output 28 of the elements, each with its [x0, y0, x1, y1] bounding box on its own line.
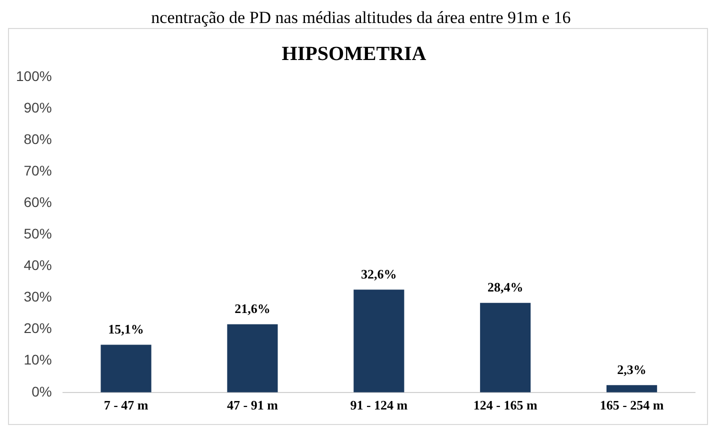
y-tick-label: 60% [24, 194, 52, 210]
y-tick-label: 20% [24, 320, 52, 336]
x-tick-label: 124 - 165 m [473, 398, 538, 413]
bar [606, 385, 658, 392]
y-tick-label: 40% [24, 257, 52, 274]
y-tick-label: 0% [32, 383, 52, 400]
y-tick-label: 90% [24, 99, 52, 116]
data-label: 21,6% [234, 301, 270, 316]
bar [100, 344, 152, 392]
y-tick-label: 100% [16, 68, 52, 84]
data-label: 32,6% [361, 266, 397, 282]
data-label: 2,3% [617, 362, 646, 378]
y-tick-label: 80% [24, 130, 52, 147]
chart-title: HIPSOMETRIA [282, 43, 427, 66]
bar [227, 324, 278, 392]
y-tick-label: 70% [24, 162, 52, 178]
y-tick-label: 50% [24, 226, 52, 242]
y-tick-label: 10% [24, 352, 52, 368]
x-tick-label: 47 - 91 m [227, 398, 278, 413]
text: ncentração de PD nas médias altitudes da área entre 91m e 16 [150, 8, 572, 28]
x-tick-label: 91 - 124 m [350, 398, 408, 413]
y-tick-label: 30% [24, 288, 52, 305]
bar [480, 302, 531, 392]
x-tick-label: 165 - 254 m [600, 398, 664, 413]
bar [354, 290, 404, 392]
data-label: 15,1% [108, 322, 144, 337]
x-tick-label: 7 - 47 m [104, 398, 148, 413]
data-label: 28,4% [487, 280, 524, 295]
